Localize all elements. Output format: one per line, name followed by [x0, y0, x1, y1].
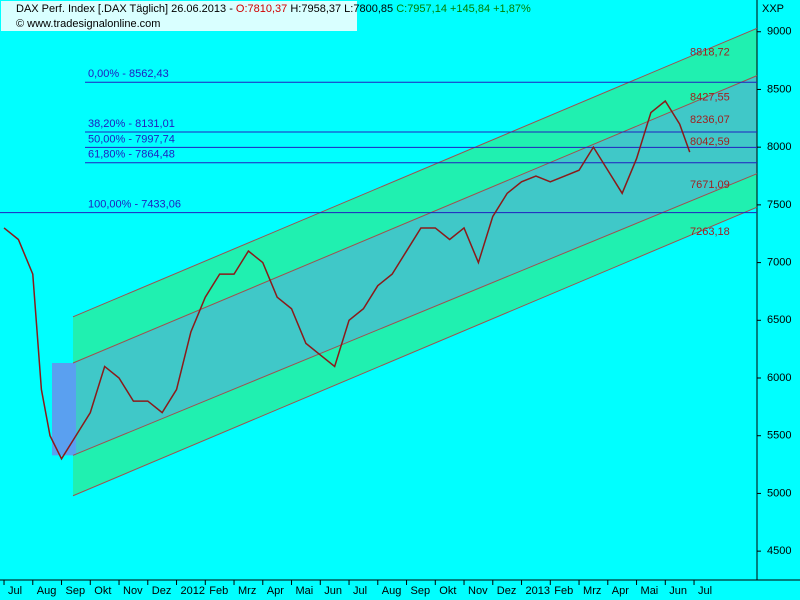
x-tick-label: Jul [353, 585, 367, 597]
y-tick-label: 5000 [767, 487, 791, 499]
channel-bands [52, 28, 758, 496]
header-source: © www.tradesignalonline.com [16, 18, 160, 30]
x-tick-label: Jul [8, 585, 22, 597]
channel-band [73, 75, 758, 456]
x-tick-label: Aug [382, 585, 402, 597]
header-high-low: H:7958,37 L:7800,85 [290, 3, 393, 15]
channel-band [73, 28, 758, 364]
channel-label: 8427,55 [690, 92, 730, 104]
fib-label: 100,00% - 7433,06 [88, 199, 181, 211]
x-tick-label: Mrz [238, 585, 256, 597]
y-tick-label: 9000 [767, 26, 791, 38]
price-line [3, 99, 691, 461]
x-tick-label: Mrz [583, 585, 601, 597]
x-tick-label: Okt [439, 585, 456, 597]
y-tick-label: 8500 [767, 83, 791, 95]
x-tick-label: Mai [296, 585, 314, 597]
channel-band [73, 173, 758, 496]
header-close: C:7957,14 +145,84 +1,87% [396, 3, 531, 15]
x-tick-label: 2012 [181, 585, 205, 597]
fib-label: 38,20% - 8131,01 [88, 118, 175, 130]
channel-line [72, 27, 758, 318]
header-box [1, 1, 357, 31]
x-tick-label: 2013 [526, 585, 550, 597]
x-tick-label: Nov [123, 585, 143, 597]
x-tick-label: Apr [267, 585, 284, 597]
channel-label: 8236,07 [690, 114, 730, 126]
y-tick-label: 5500 [767, 430, 791, 442]
axis-label: XXP [762, 3, 784, 15]
y-tick-label: 6000 [767, 372, 791, 384]
fib-label: 0,00% - 8562,43 [88, 68, 169, 80]
y-tick-label: 7000 [767, 256, 791, 268]
channel-label: 8818,72 [690, 47, 730, 59]
channel-label: 8042,59 [690, 136, 730, 148]
x-tick-label: Aug [37, 585, 57, 597]
x-tick-label: Apr [612, 585, 629, 597]
y-tick-label: 4500 [767, 545, 791, 557]
header-open: O:7810,37 [236, 3, 287, 15]
x-tick-label: Mai [641, 585, 659, 597]
x-tick-label: Dez [497, 585, 517, 597]
start-band [52, 363, 76, 456]
channel-label: 7263,18 [690, 226, 730, 238]
channel-label: 7671,09 [690, 179, 730, 191]
y-tick-label: 6500 [767, 314, 791, 326]
x-tick-label: Sep [66, 585, 86, 597]
x-tick-label: Nov [468, 585, 488, 597]
y-tick-label: 8000 [767, 141, 791, 153]
x-tick-label: Okt [94, 585, 111, 597]
channel-line [72, 75, 758, 364]
x-tick-label: Jul [698, 585, 712, 597]
x-tick-label: Jun [324, 585, 342, 597]
header-title: DAX Perf. Index [.DAX Täglich] 26.06.201… [16, 3, 233, 15]
fib-label: 50,00% - 7997,74 [88, 133, 175, 145]
x-tick-label: Feb [554, 585, 573, 597]
channel-line [72, 173, 758, 456]
channel-line [72, 206, 758, 497]
x-tick-label: Jun [669, 585, 687, 597]
header: DAX Perf. Index [.DAX Täglich] 26.06.201… [16, 3, 531, 15]
y-tick-label: 7500 [767, 199, 791, 211]
x-tick-label: Dez [152, 585, 172, 597]
fib-label: 61,80% - 7864,48 [88, 149, 175, 161]
x-tick-label: Feb [209, 585, 228, 597]
x-tick-label: Sep [411, 585, 431, 597]
